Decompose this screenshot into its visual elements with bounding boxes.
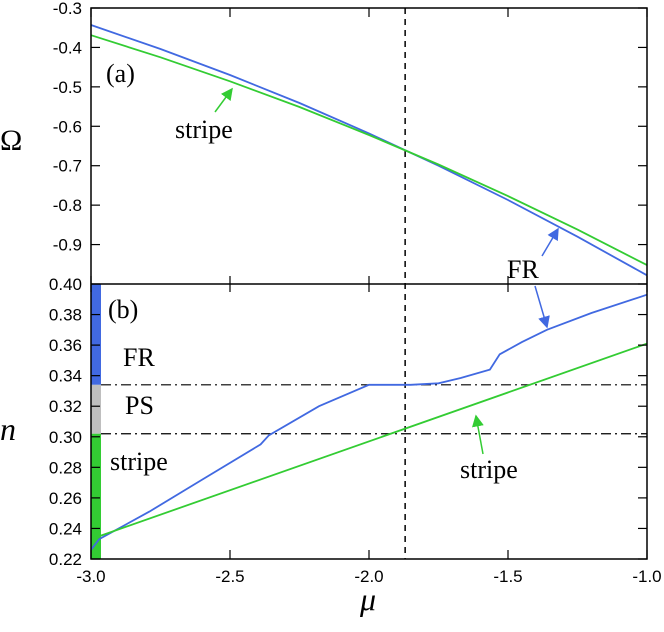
ytick-label-a: -0.3	[53, 0, 82, 18]
region-stripe-label: stripe	[110, 447, 168, 476]
xtick-label: -1.5	[493, 567, 522, 586]
ytick-label-a: -0.4	[53, 38, 82, 57]
ytick-label-a: -0.7	[53, 157, 82, 176]
fr-annotation: FR	[507, 255, 539, 284]
ytick-label-a: -0.6	[53, 117, 82, 136]
panel-b-label: (b)	[108, 295, 138, 324]
fr-arrow-a	[541, 227, 559, 257]
ytick-label-b: 0.26	[49, 489, 82, 508]
ytick-label-b: 0.34	[49, 367, 82, 386]
series-b-fr	[90, 293, 648, 551]
region-bar-stripe	[91, 433, 101, 559]
ytick-label-a: -0.9	[53, 236, 82, 255]
ytick-label-b: 0.40	[49, 275, 82, 294]
region-ps-label: PS	[125, 391, 154, 420]
region-fr-label: FR	[123, 343, 155, 372]
mu-axis-label: μ	[359, 581, 376, 617]
xtick-label: -2.5	[215, 567, 244, 586]
xtick-label: -2.0	[354, 567, 383, 586]
ytick-label-b: 0.36	[49, 336, 82, 355]
stripe-annotation-b: stripe	[460, 455, 518, 484]
ytick-label-b: 0.22	[49, 550, 82, 569]
stripe-annotation-a: stripe	[175, 115, 233, 144]
panel-a-label: (a)	[106, 59, 135, 88]
region-bar-ps	[91, 384, 101, 434]
ytick-label-b: 0.32	[49, 397, 82, 416]
ytick-label-b: 0.24	[49, 519, 82, 538]
series-a-stripe	[90, 34, 648, 266]
fr-arrow-b	[534, 285, 550, 329]
xtick-label: -3.0	[76, 567, 105, 586]
stripe-arrow-a	[214, 87, 233, 113]
series-a-fr	[90, 24, 648, 277]
ytick-label-a: -0.5	[53, 78, 82, 97]
ytick-label-b: 0.38	[49, 306, 82, 325]
xtick-label: -1.0	[632, 567, 661, 586]
ytick-label-b: 0.30	[49, 428, 82, 447]
ytick-label-b: 0.28	[49, 458, 82, 477]
ytick-label-a: -0.8	[53, 196, 82, 215]
n-axis-label: n	[0, 411, 16, 447]
series-b-stripe	[90, 342, 648, 540]
omega-axis-label: Ω	[0, 124, 22, 157]
region-bar-fr	[91, 284, 101, 385]
stripe-arrow-b	[472, 414, 484, 455]
